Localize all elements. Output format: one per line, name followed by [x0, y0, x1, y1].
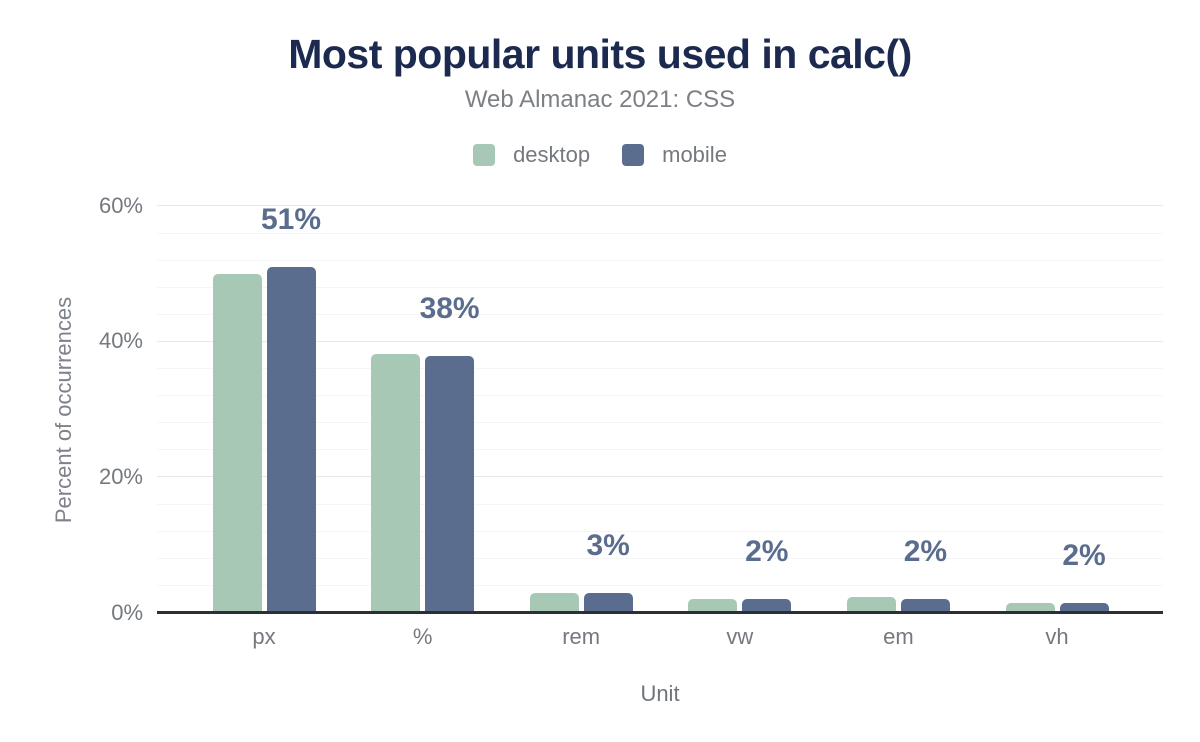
- x-category-label-vh: vh: [1045, 624, 1069, 649]
- data-label-px: 51%: [260, 203, 322, 237]
- y-tick-label: 20%: [98, 463, 143, 489]
- data-label-vw: 2%: [745, 535, 789, 569]
- bar-mobile-rem[interactable]: [583, 592, 633, 613]
- y-tick-label: 0%: [111, 599, 143, 625]
- chart-title: Most popular units used in calc(): [288, 31, 912, 77]
- bar-mobile-vw[interactable]: [742, 599, 792, 613]
- y-tick-label: 60%: [98, 192, 143, 218]
- legend-label-mobile: mobile: [662, 142, 727, 167]
- x-category-label-px: px: [252, 624, 276, 649]
- gridline-minor: [157, 449, 1163, 451]
- data-label-vh: 2%: [1062, 538, 1106, 572]
- x-category-label-rem: rem: [562, 624, 601, 649]
- x-category-label-vw: vw: [726, 624, 754, 649]
- gridline-major: [157, 205, 1163, 207]
- bar-mobile-vh[interactable]: [1059, 602, 1109, 613]
- gridline-minor: [157, 395, 1163, 397]
- gridline-minor: [157, 232, 1163, 234]
- x-axis-line: [157, 611, 1163, 614]
- bar-desktop-vw[interactable]: [688, 598, 738, 613]
- legend-item-desktop: desktop: [473, 142, 590, 168]
- chart-subtitle: Web Almanac 2021: CSS: [464, 86, 736, 113]
- data-label-%: 38%: [419, 292, 480, 326]
- data-label-rem: 3%: [586, 528, 630, 562]
- bar-desktop-vh[interactable]: [1005, 602, 1055, 613]
- bar-desktop-%[interactable]: [371, 354, 421, 613]
- legend-item-mobile: mobile: [622, 142, 727, 168]
- gridline-minor: [157, 259, 1163, 261]
- gridline-major: [157, 340, 1163, 342]
- gridline-minor: [157, 368, 1163, 370]
- x-category-label-em: em: [883, 624, 914, 649]
- bar-mobile-em[interactable]: [900, 598, 950, 613]
- x-axis-title: Unit: [640, 681, 680, 706]
- gridline-major: [157, 476, 1163, 478]
- legend-swatch-mobile-icon: [622, 144, 645, 166]
- legend-swatch-desktop-icon: [473, 144, 496, 166]
- y-tick-label: 40%: [98, 328, 143, 354]
- legend-label-desktop: desktop: [513, 142, 591, 167]
- gridline-minor: [157, 530, 1163, 532]
- legend: desktop mobile: [0, 142, 1200, 168]
- bar-mobile-%[interactable]: [425, 356, 475, 613]
- bar-desktop-px[interactable]: [212, 274, 262, 613]
- bar-desktop-rem[interactable]: [529, 593, 579, 613]
- bar-mobile-px[interactable]: [266, 267, 316, 613]
- gridline-minor: [157, 584, 1163, 586]
- gridline-minor: [157, 286, 1163, 288]
- gridline-minor: [157, 313, 1163, 315]
- bar-desktop-em[interactable]: [846, 596, 896, 613]
- x-category-label-%: %: [412, 624, 433, 649]
- gridline-minor: [157, 503, 1163, 505]
- data-label-em: 2%: [903, 534, 948, 568]
- gridline-minor: [157, 557, 1163, 559]
- gridline-minor: [157, 422, 1163, 424]
